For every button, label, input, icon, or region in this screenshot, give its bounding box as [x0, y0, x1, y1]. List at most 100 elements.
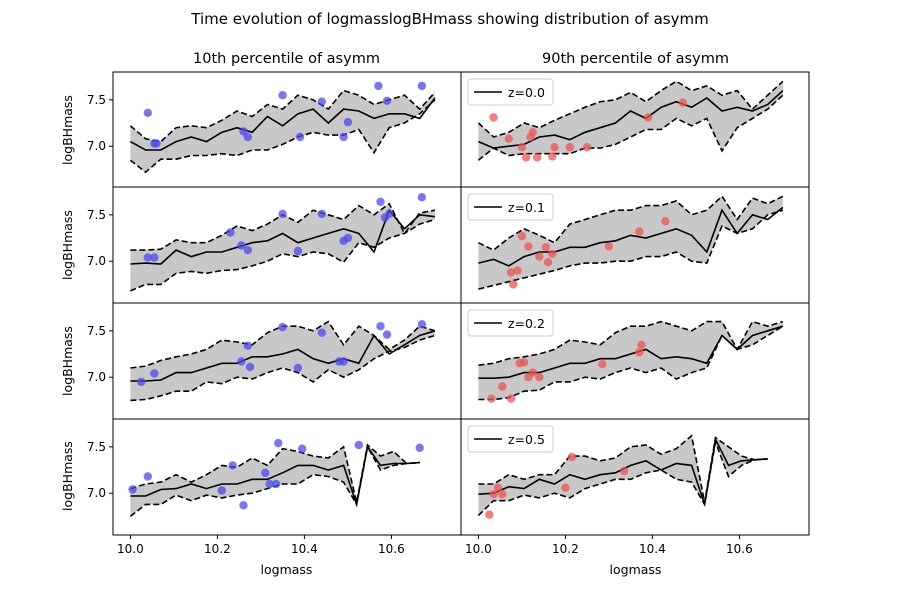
data-point	[548, 152, 557, 161]
data-point	[541, 243, 550, 252]
panel-grid: 7.0 7.5 z=0.0 7.0 7.5 z=0.1 7.0 7.5 z=0.2 7.0 7.5 1…	[87, 71, 810, 556]
upper-bound-line	[129, 89, 436, 143]
data-point	[274, 438, 283, 448]
y-tick-label: 7.0	[87, 486, 106, 500]
y-axis-label-row-4: logBHmass	[60, 441, 75, 511]
legend: z=0.5	[467, 425, 554, 453]
data-point	[637, 340, 646, 349]
y-tick-label: 7.0	[87, 139, 106, 153]
data-point	[513, 266, 522, 275]
x-axis-label-left: logmass	[261, 562, 313, 577]
data-point	[293, 363, 303, 373]
panel-r4-c1: 7.0 7.5 10.0 10.2 10.4 10.6	[87, 418, 462, 556]
median-line	[478, 206, 784, 267]
data-point	[506, 268, 516, 277]
data-point	[532, 153, 542, 162]
data-point	[619, 466, 629, 476]
data-point	[489, 490, 498, 499]
data-point	[278, 91, 287, 100]
upper-bound-line	[477, 80, 784, 138]
panel-plot-area	[478, 320, 784, 403]
y-tick-label: 7.0	[87, 370, 106, 384]
legend: z=0.0	[467, 78, 554, 106]
data-point	[150, 369, 159, 378]
legend-label: z=0.2	[508, 316, 545, 331]
percentile-band	[478, 196, 783, 290]
data-point	[317, 328, 326, 337]
data-point	[271, 479, 281, 489]
data-point	[354, 440, 363, 450]
panel-plot-area	[128, 438, 424, 518]
data-point	[226, 228, 235, 237]
upper-bound-line	[478, 434, 768, 503]
column-title-left: 10th percentile of asymm	[193, 51, 380, 67]
data-point	[517, 232, 527, 241]
median-line	[130, 208, 435, 265]
data-point	[376, 197, 385, 206]
legend-box	[467, 425, 554, 453]
data-point	[528, 368, 537, 377]
data-point	[239, 501, 248, 510]
y-axis-label-row-1: logBHmass	[60, 95, 75, 165]
y-tick-label: 7.5	[87, 93, 106, 107]
data-point	[567, 452, 577, 462]
median-line	[130, 97, 436, 151]
x-tick-label: 10.2	[204, 542, 231, 556]
x-tick-label: 10.0	[117, 542, 144, 556]
data-point	[243, 341, 252, 350]
legend-label: z=0.1	[508, 200, 545, 215]
data-point	[550, 143, 559, 152]
y-tick-label: 7.0	[87, 254, 106, 268]
panel-r2-c2: z=0.1	[460, 186, 810, 304]
lower-bound-line	[129, 444, 420, 518]
x-tick-label: 10.4	[639, 542, 666, 556]
y-tick-label: 7.5	[87, 440, 106, 454]
panel-r1-c2: z=0.0	[460, 71, 810, 189]
lower-bound-line	[129, 99, 436, 174]
legend: z=0.2	[467, 309, 554, 337]
panel-plot-area	[129, 81, 436, 174]
data-point	[598, 360, 607, 369]
x-tick-label: 10.6	[726, 542, 753, 556]
data-point	[504, 134, 513, 143]
data-point	[528, 128, 537, 137]
data-point	[489, 113, 498, 122]
panel-plot-area	[477, 80, 784, 162]
median-line	[130, 330, 436, 382]
data-point	[487, 394, 496, 403]
data-point	[661, 217, 670, 226]
data-point	[317, 209, 326, 219]
data-point	[385, 209, 394, 219]
x-tick-label: 10.0	[465, 542, 492, 556]
data-point	[417, 193, 427, 202]
data-point	[582, 143, 592, 152]
data-point	[237, 357, 246, 366]
median-line	[478, 90, 784, 149]
legend: z=0.1	[467, 193, 554, 221]
data-point	[317, 97, 326, 106]
data-point	[343, 117, 353, 127]
data-point	[143, 253, 152, 262]
panel-plot-area	[130, 320, 436, 402]
data-point	[678, 98, 688, 107]
data-point	[374, 81, 383, 91]
data-point	[493, 483, 503, 492]
data-point	[152, 139, 161, 148]
data-point	[543, 258, 553, 267]
data-point	[643, 113, 653, 122]
legend-box	[467, 193, 554, 221]
y-axis-label-row-3: logBHmass	[60, 326, 75, 396]
figure-title: Time evolution of logmasslogBHmass showi…	[190, 10, 708, 28]
x-tick-label: 10.2	[552, 542, 579, 556]
data-point	[295, 132, 305, 142]
data-point	[339, 357, 348, 366]
data-point	[522, 153, 531, 162]
data-point	[376, 322, 385, 331]
data-point	[278, 209, 287, 219]
data-point	[415, 443, 424, 452]
median-line	[478, 436, 768, 505]
data-point	[343, 233, 353, 243]
percentile-band	[478, 435, 768, 516]
panel-r3-c2: z=0.2	[460, 302, 810, 420]
data-point	[535, 373, 544, 382]
